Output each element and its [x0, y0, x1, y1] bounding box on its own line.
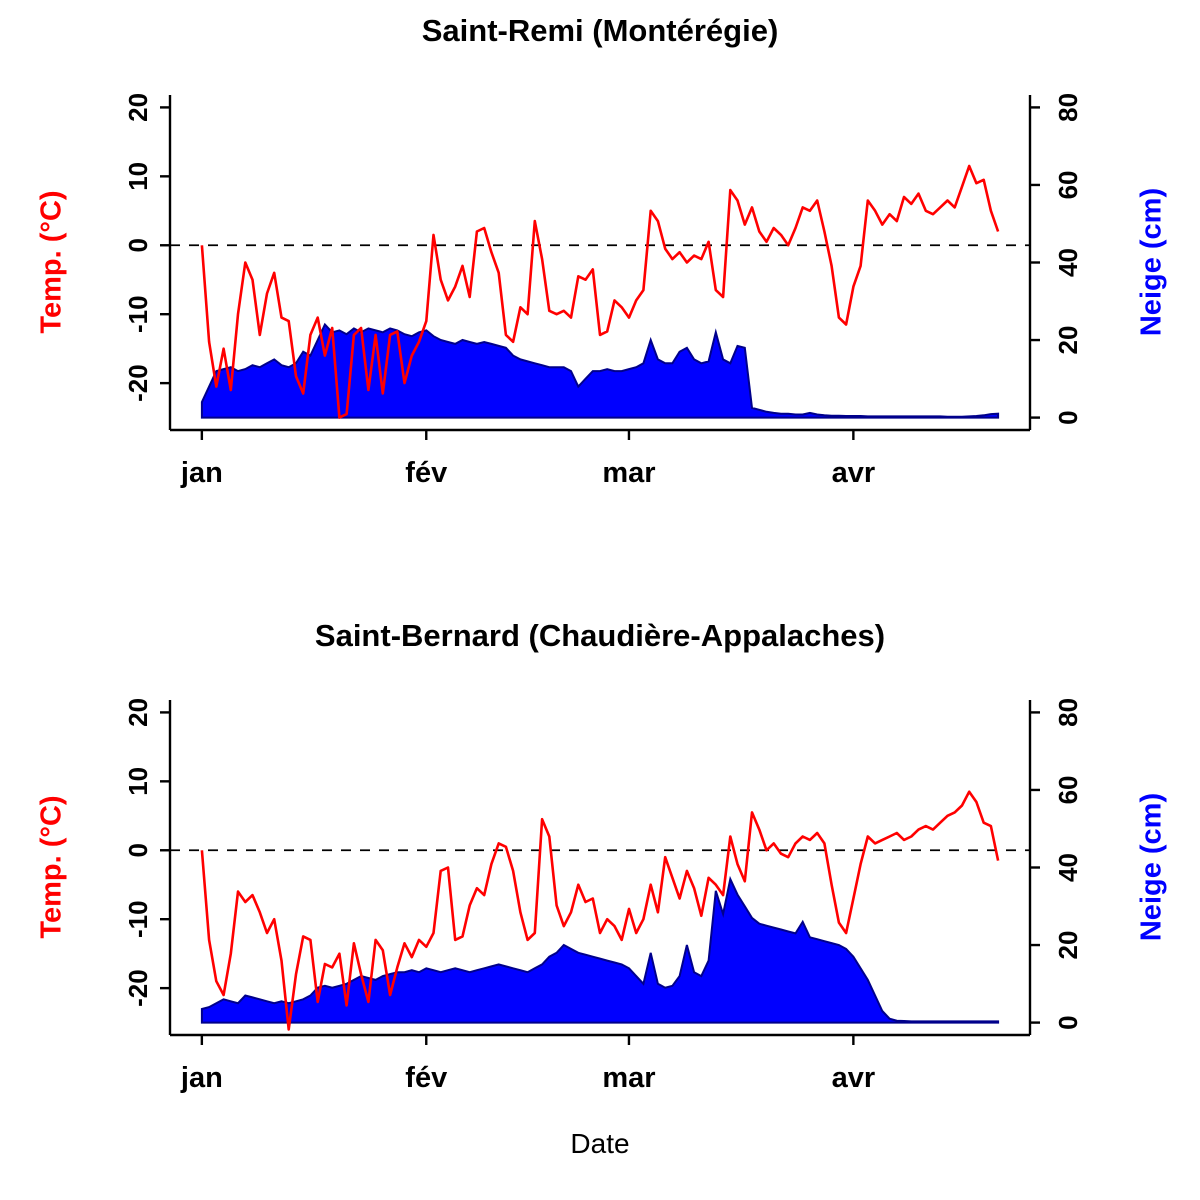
plot-area-saint-bernard: -20 -10 0 10 20 0 20 40 60 80 jan fév mar avr [123, 698, 1083, 1094]
left-tick-label: -10 [123, 900, 153, 938]
month-tick-label: avr [832, 457, 876, 489]
x-axis-ticks: jan fév mar avr [180, 1035, 875, 1094]
left-tick-label: 0 [123, 238, 153, 252]
left-tick-label: 10 [123, 767, 153, 796]
left-tick-label: -10 [123, 295, 153, 333]
month-tick-label: avr [832, 1062, 876, 1094]
month-tick-label: mar [602, 457, 655, 489]
right-tick-label: 80 [1053, 93, 1083, 122]
left-tick-label: 10 [123, 162, 153, 191]
month-tick-label: mar [602, 1062, 655, 1094]
x-axis-label-date: Date [570, 1128, 630, 1159]
left-tick-label: 20 [123, 698, 153, 727]
right-tick-label: 40 [1053, 853, 1083, 882]
x-axis-ticks: jan fév mar avr [180, 430, 875, 489]
right-tick-label: 0 [1053, 1015, 1083, 1029]
temperature-line [200, 790, 1000, 1031]
right-tick-label: 40 [1053, 248, 1083, 277]
month-tick-label: jan [180, 1062, 223, 1094]
plot-area-saint-remi: -20 -10 0 10 20 0 20 40 60 80 jan fév mar avr [123, 93, 1083, 489]
left-tick-label: -20 [123, 364, 153, 402]
temperature-line [200, 164, 1000, 419]
chart-title-saint-remi: Saint-Remi (Montérégie) [421, 13, 779, 48]
chart-title-saint-bernard: Saint-Bernard (Chaudière-Appalaches) [314, 618, 886, 653]
left-tick-label: -20 [123, 969, 153, 1007]
chart-saint-bernard: Saint-Bernard (Chaudière-Appalaches) Tem… [0, 600, 1200, 1160]
right-tick-label: 20 [1053, 931, 1083, 960]
right-tick-label: 60 [1053, 170, 1083, 199]
month-tick-label: fév [405, 457, 447, 489]
right-axis-ticks: 0 20 40 60 80 [1030, 93, 1083, 425]
snow-area [200, 322, 1000, 419]
left-tick-label: 0 [123, 843, 153, 857]
month-tick-label: jan [180, 457, 223, 489]
snow-area [200, 875, 1000, 1024]
month-tick-label: fév [405, 1062, 447, 1094]
chart-saint-remi: Saint-Remi (Montérégie) Temp. (°C) Neige… [0, 0, 1200, 555]
left-axis-ticks: -20 -10 0 10 20 [123, 698, 170, 1007]
left-axis-ticks: -20 -10 0 10 20 [123, 93, 170, 402]
right-tick-label: 60 [1053, 775, 1083, 804]
right-tick-label: 0 [1053, 410, 1083, 424]
right-tick-label: 80 [1053, 698, 1083, 727]
left-tick-label: 20 [123, 93, 153, 122]
right-axis-ticks: 0 20 40 60 80 [1030, 698, 1083, 1030]
right-tick-label: 20 [1053, 326, 1083, 355]
